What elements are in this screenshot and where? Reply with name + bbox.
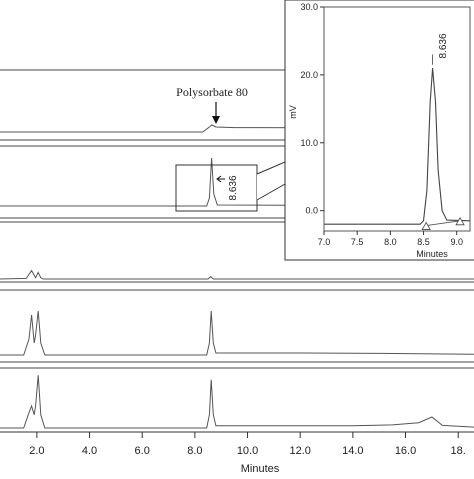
panel-frame-4 — [0, 289, 474, 363]
panel2-peak-label: 8.636 — [228, 175, 239, 200]
panel-4-trace — [0, 310, 474, 356]
inset-plot-area — [323, 6, 471, 232]
inset-x-tick-label: 9.0 — [450, 237, 463, 247]
inset-y-tick-label: 10.0 — [300, 138, 318, 148]
inset-x-tick-label: 8.0 — [384, 237, 397, 247]
main-x-tick-label: 2.0 — [29, 445, 44, 457]
panel-frame-2 — [0, 145, 474, 219]
inset-ticks: 7.0 7.5 8.0 8.5 9.0 30.0 20.0 10.0 0.0 — [300, 2, 463, 247]
inset-integration-baseline — [426, 220, 461, 226]
inset-trace — [324, 68, 471, 225]
main-x-axis-label: Minutes — [241, 463, 280, 474]
inset-chart: mV Minutes 7.0 7.5 8.0 8.5 9.0 30.0 20.0 10.0 0.… — [284, 0, 474, 261]
panel-frame-1 — [0, 69, 474, 141]
inset-y-axis-label: mV — [288, 105, 298, 119]
main-x-axis: 2.0 4.0 6.0 8.0 10.0 12.0 14.0 16.0 18. — [0, 431, 474, 457]
main-x-tick-label: 16.0 — [395, 445, 416, 457]
panel-frame-3 — [0, 221, 474, 283]
panel-2-trace — [0, 157, 474, 207]
main-x-tick-label: 14.0 — [342, 445, 363, 457]
polysorbate-label: Polysorbate 80 — [176, 85, 248, 99]
polysorbate-annotation: Polysorbate 80 — [176, 85, 248, 124]
inset-baseline-marker — [421, 221, 431, 230]
panel-1-trace — [0, 124, 474, 133]
inset-baseline-marker — [455, 217, 465, 226]
polysorbate-arrow-head — [212, 116, 220, 124]
main-x-tick-label: 8.0 — [187, 445, 202, 457]
panel-5-trace — [0, 375, 474, 429]
main-x-tick-label: 6.0 — [135, 445, 150, 457]
inset-x-tick-label: 8.5 — [417, 237, 430, 247]
inset-peak-label: 8.636 — [438, 33, 449, 58]
inset-x-axis-label: Minutes — [416, 249, 448, 259]
inset-x-tick-label: 7.5 — [351, 237, 364, 247]
inset-frame — [284, 0, 474, 261]
panel-3-trace — [0, 269, 474, 280]
main-x-tick-label: 10.0 — [237, 445, 258, 457]
inset-plot — [324, 54, 471, 230]
inset-x-tick-label: 7.0 — [318, 237, 331, 247]
panel2-peak-arrow-head — [216, 175, 222, 183]
inset-y-tick-label: 20.0 — [300, 70, 318, 80]
main-x-tick-label: 12.0 — [289, 445, 310, 457]
inset-y-tick-label: 30.0 — [300, 2, 318, 12]
inset-y-tick-label: 0.0 — [305, 206, 318, 216]
panel-frame-5 — [0, 367, 474, 433]
main-x-tick-label: 4.0 — [82, 445, 97, 457]
zoom-pointer — [256, 161, 286, 201]
main-x-tick-label: 18. — [451, 445, 466, 457]
peak-annotation: 8.636 — [216, 175, 239, 201]
